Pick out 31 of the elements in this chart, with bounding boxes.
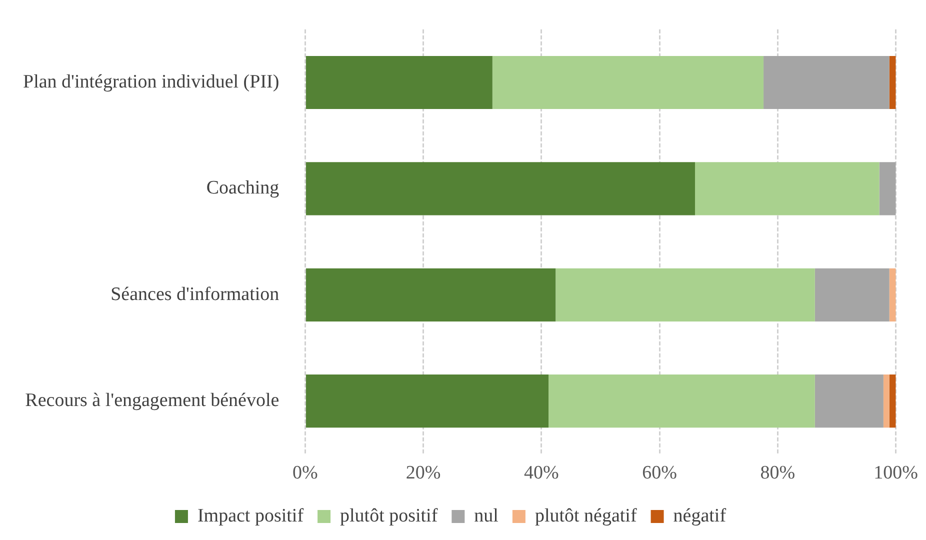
bar xyxy=(889,374,896,428)
y-tick-label: Coaching xyxy=(206,178,280,199)
legend-label: plutôt positif xyxy=(340,505,438,526)
x-tick-label: 80% xyxy=(760,462,796,484)
bar xyxy=(306,162,696,216)
x-tick-label: 40% xyxy=(524,462,560,484)
bar xyxy=(889,56,896,110)
bar xyxy=(492,56,764,110)
y-tick-label: Séances d'information xyxy=(110,284,280,305)
bar xyxy=(556,268,815,322)
legend-label: Impact positif xyxy=(197,505,304,526)
legend-label: plutôt négatif xyxy=(534,505,638,526)
bar xyxy=(306,268,556,322)
x-tick-label: 0% xyxy=(292,462,318,484)
bar xyxy=(548,374,815,428)
y-tick-label: Recours à l'engagement bénévole xyxy=(25,390,280,412)
bar xyxy=(814,268,890,322)
bar xyxy=(883,374,890,428)
legend-label: nul xyxy=(474,505,498,526)
x-tick-label: 20% xyxy=(406,462,441,484)
bar xyxy=(889,268,896,322)
x-tick-label: 100% xyxy=(874,462,918,484)
bar xyxy=(306,56,492,110)
bar xyxy=(306,374,549,428)
legend-label: négatif xyxy=(673,505,727,526)
bar xyxy=(695,162,880,216)
x-tick-label: 60% xyxy=(642,462,678,484)
y-tick-label: Plan d'intégration individuel (PII) xyxy=(22,71,280,92)
bar xyxy=(879,162,896,216)
bar xyxy=(814,374,884,428)
bar xyxy=(764,56,890,110)
